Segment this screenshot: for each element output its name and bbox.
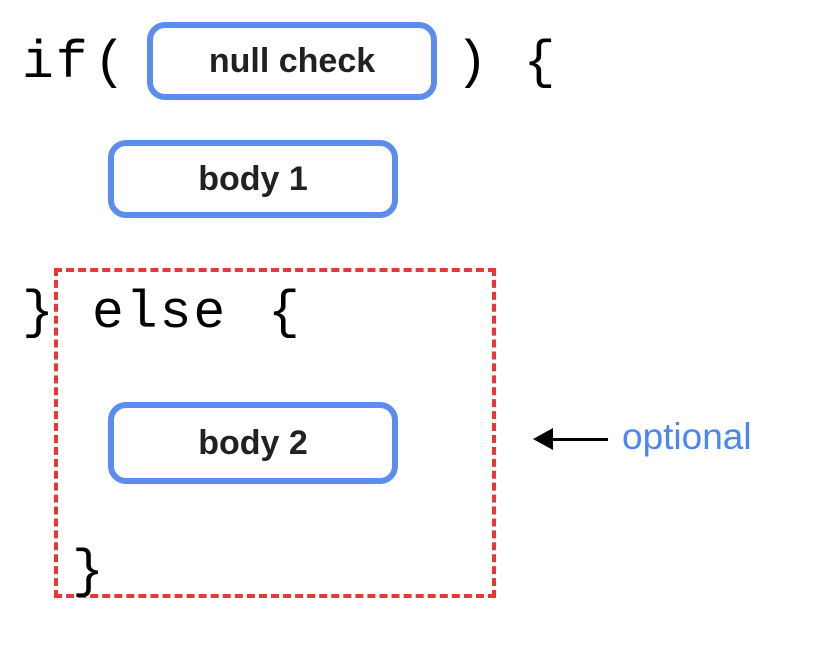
code-close-paren-brace: ) {	[456, 33, 557, 93]
code-if-keyword: if(	[22, 33, 127, 93]
pill-body2: body 2	[108, 402, 398, 484]
pill-body2-label: body 2	[198, 424, 308, 463]
close-paren-brace-text: ) {	[456, 33, 557, 93]
pill-body1-label: body 1	[198, 160, 308, 199]
arrow-head-icon	[533, 428, 553, 450]
close-brace-1-text: }	[22, 283, 54, 343]
pill-body1: body 1	[108, 140, 398, 218]
code-else: else	[92, 283, 227, 343]
final-close-brace-text: }	[72, 542, 104, 602]
code-final-close-brace: }	[72, 542, 104, 602]
code-close-brace-1: }	[22, 283, 54, 343]
pill-null-check: null check	[147, 22, 437, 100]
else-text: else	[92, 283, 227, 343]
optional-label: optional	[622, 416, 752, 458]
arrow-line	[553, 438, 608, 441]
open-paren: (	[94, 33, 128, 93]
open-brace-2-text: {	[268, 283, 300, 343]
if-text: if	[22, 33, 90, 93]
optional-arrow	[533, 428, 608, 450]
optional-label-text: optional	[622, 416, 752, 457]
pill-null-check-label: null check	[209, 42, 375, 81]
code-open-brace-2: {	[268, 283, 300, 343]
